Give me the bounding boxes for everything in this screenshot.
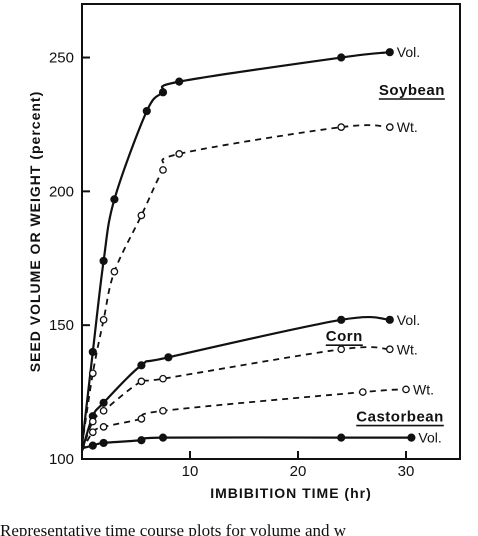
data-point — [137, 361, 146, 370]
series-castorbean-wt — [81, 385, 410, 452]
data-point — [99, 406, 108, 415]
data-point — [175, 150, 184, 158]
data-point — [99, 315, 108, 324]
series-label: Vol. — [397, 312, 420, 328]
data-point — [110, 195, 119, 204]
data-point — [337, 315, 346, 324]
x-axis-title: IMBIBITION TIME (hr) — [210, 485, 372, 501]
data-point — [137, 377, 146, 386]
data-point — [337, 53, 346, 62]
data-point — [88, 428, 97, 437]
x-tick-label: 10 — [182, 463, 199, 480]
data-point — [175, 77, 184, 86]
data-point — [88, 369, 97, 378]
data-point — [137, 415, 146, 423]
data-point — [110, 267, 119, 276]
series-soybean-wt — [81, 123, 394, 446]
data-point — [385, 315, 394, 324]
series-line — [80, 51, 390, 446]
data-point — [159, 406, 167, 415]
data-point — [158, 433, 168, 442]
data-point — [88, 441, 97, 450]
data-point — [385, 48, 394, 57]
data-point — [407, 433, 416, 442]
data-point — [385, 123, 394, 131]
series-label: Wt. — [397, 341, 418, 357]
data-point — [402, 385, 410, 394]
figure-caption: Representative time course plots for vol… — [0, 521, 347, 536]
data-point — [99, 438, 108, 448]
data-point — [158, 88, 168, 97]
x-tick-label: 30 — [398, 463, 415, 480]
data-point — [358, 388, 367, 396]
crop-label-castorbean: Castorbean — [356, 409, 444, 426]
data-point — [88, 417, 97, 426]
labels-layer: Vol. Wt. Vol. Wt. Wt. Vol. Soybean Corn Castorbe… — [325, 44, 445, 446]
data-point — [99, 256, 108, 266]
series-soybean-vol — [80, 48, 394, 446]
series-label: Vol. — [418, 430, 441, 446]
data-point — [337, 345, 346, 354]
data-point — [142, 106, 151, 116]
data-point — [159, 166, 167, 174]
series-layer — [80, 48, 416, 452]
data-point — [337, 123, 346, 131]
data-point — [99, 423, 108, 431]
plot-frame — [81, 3, 461, 460]
y-tick-label: 250 — [49, 50, 74, 67]
series-corn-vol — [80, 315, 394, 452]
series-label: Wt. — [397, 119, 418, 135]
data-point — [99, 398, 108, 407]
data-point — [137, 211, 146, 220]
series-line — [81, 124, 390, 446]
y-tick-label: 100 — [49, 451, 74, 468]
data-point — [385, 345, 394, 354]
series-corn-wt — [81, 345, 394, 452]
crop-label-corn: Corn — [326, 328, 363, 345]
y-tick-label: 200 — [49, 183, 74, 200]
x-tick-label: 20 — [290, 463, 307, 480]
data-point — [88, 347, 97, 357]
y-tick-label: 150 — [49, 317, 74, 334]
crop-label-soybean: Soybean — [379, 82, 445, 99]
data-point — [164, 353, 173, 362]
series-line — [81, 436, 412, 450]
data-point — [159, 374, 167, 383]
series-label: Vol. — [397, 44, 420, 60]
axes: 100 150 200 250 10 20 30 IMBIBITION TIME (hr) SE… — [27, 3, 461, 501]
data-point — [137, 436, 146, 445]
series-castorbean-vol — [81, 433, 416, 450]
series-label: Wt. — [413, 381, 434, 397]
y-axis-title: SEED VOLUME OR WEIGHT (percent) — [27, 91, 43, 372]
chart: 100 150 200 250 10 20 30 IMBIBITION TIME (hr) SE… — [27, 3, 461, 501]
data-point — [337, 433, 346, 442]
